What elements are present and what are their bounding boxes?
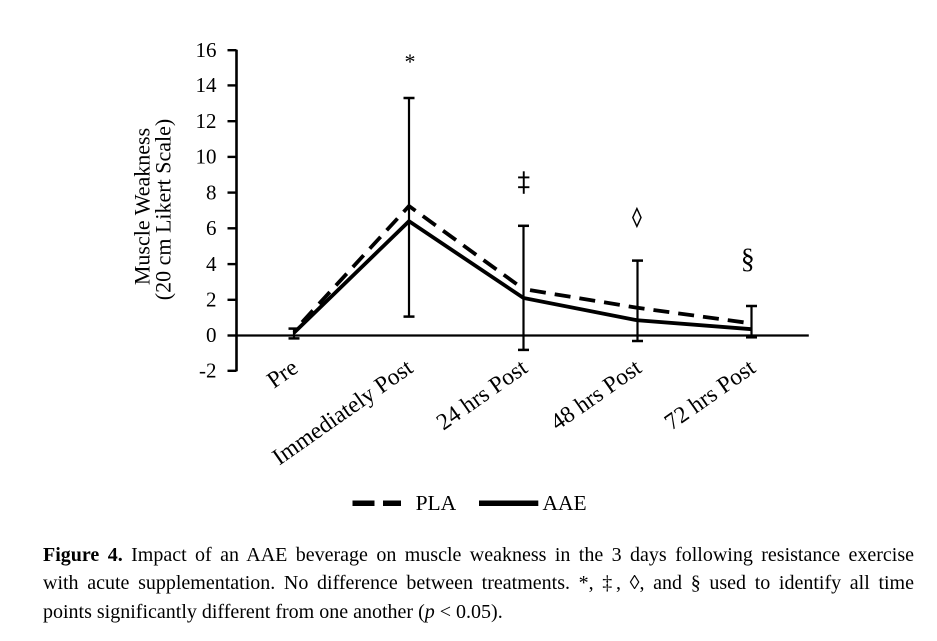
svg-text:Muscle Weakness: Muscle Weakness — [130, 128, 155, 285]
svg-text:6: 6 — [206, 216, 217, 240]
svg-text:8: 8 — [206, 180, 217, 204]
svg-text:12: 12 — [196, 109, 217, 133]
svg-text:PLA: PLA — [416, 491, 457, 515]
svg-text:*: * — [405, 49, 416, 74]
svg-text:16: 16 — [196, 38, 217, 62]
svg-text:0: 0 — [206, 323, 217, 347]
svg-text:§: § — [741, 244, 755, 275]
svg-text:Pre: Pre — [262, 355, 303, 394]
svg-text:48 hrs Post: 48 hrs Post — [546, 354, 647, 435]
svg-text:4: 4 — [206, 252, 217, 276]
svg-text:72 hrs Post: 72 hrs Post — [660, 354, 761, 435]
svg-text:2: 2 — [206, 288, 217, 312]
svg-text:-2: -2 — [199, 359, 217, 383]
svg-text:14: 14 — [196, 73, 218, 97]
svg-text:(20 cm Likert Scale): (20 cm Likert Scale) — [151, 119, 176, 300]
svg-text:24 hrs Post: 24 hrs Post — [432, 354, 533, 435]
svg-text:10: 10 — [196, 145, 217, 169]
svg-text:AAE: AAE — [543, 491, 587, 515]
